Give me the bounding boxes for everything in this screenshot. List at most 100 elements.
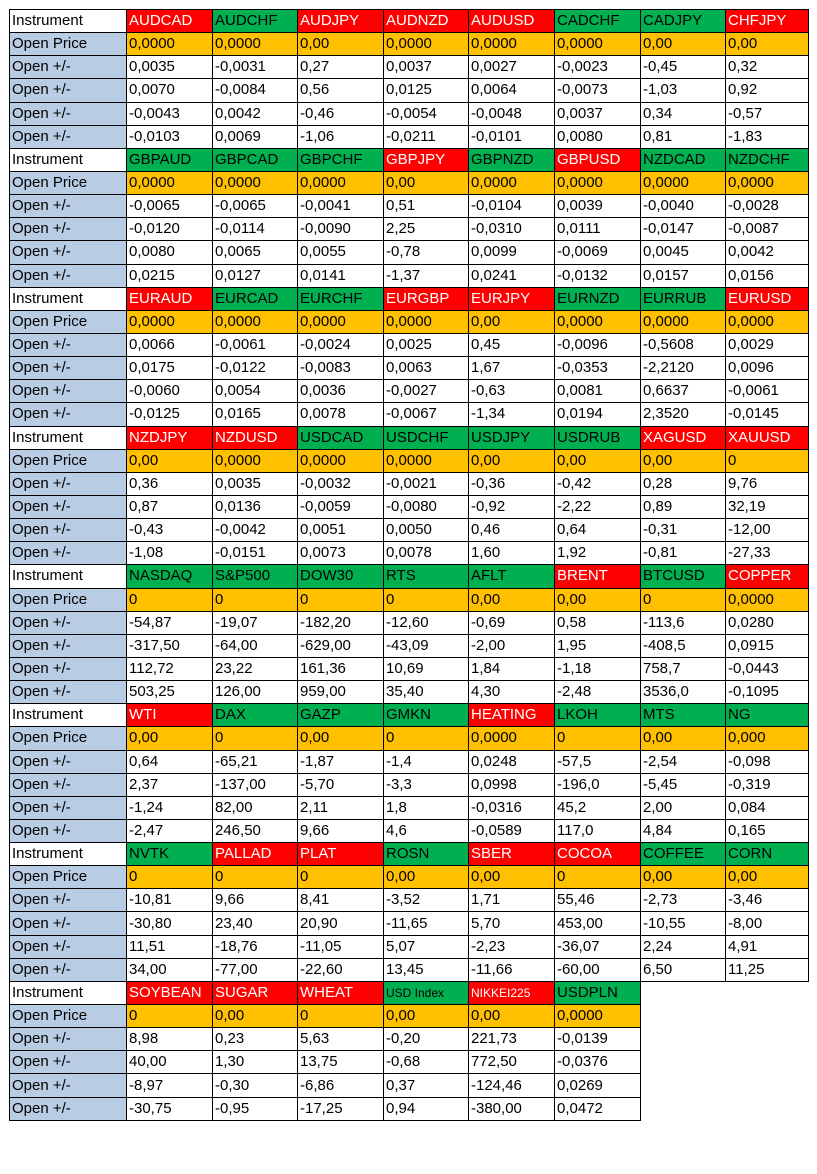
symbol-cell[interactable]: NIKKEI225 <box>468 980 555 1006</box>
open-delta-cell[interactable]: -60,00 <box>554 957 641 982</box>
open-delta-cell[interactable]: 1,67 <box>468 356 555 381</box>
open-delta-cell[interactable]: 13,75 <box>297 1050 384 1075</box>
open-delta-cell[interactable]: 2,37 <box>126 772 213 797</box>
open-price-cell[interactable]: 0,00 <box>383 1004 469 1029</box>
open-delta-cell[interactable]: 6,50 <box>640 957 726 982</box>
open-delta-cell[interactable]: -0,0048 <box>468 101 555 126</box>
open-delta-cell[interactable]: 9,66 <box>297 818 384 844</box>
open-delta-cell[interactable]: -3,52 <box>383 888 469 913</box>
open-delta-cell[interactable]: -30,75 <box>126 1096 213 1121</box>
open-delta-cell[interactable]: -0,0028 <box>725 194 809 219</box>
open-delta-cell[interactable]: 0,0157 <box>640 263 726 288</box>
open-delta-cell[interactable]: -0,0147 <box>640 217 726 242</box>
open-price-cell[interactable]: 0,0000 <box>554 170 641 196</box>
open-delta-cell[interactable]: -43,09 <box>383 633 469 658</box>
open-delta-cell[interactable]: -2,48 <box>554 680 641 705</box>
symbol-cell[interactable]: GBPUSD <box>554 147 641 172</box>
open-delta-cell[interactable]: 221,73 <box>468 1027 555 1052</box>
open-delta-cell[interactable]: -0,0122 <box>212 356 298 381</box>
open-delta-cell[interactable]: -0,0132 <box>554 263 641 288</box>
open-delta-cell[interactable]: -8,00 <box>725 911 809 936</box>
open-delta-cell[interactable]: 1,95 <box>554 633 641 658</box>
open-price-cell[interactable]: 0,00 <box>468 448 555 473</box>
open-delta-cell[interactable]: 0,0127 <box>212 263 298 288</box>
open-delta-cell[interactable]: 0,56 <box>297 78 384 103</box>
symbol-cell[interactable]: EURGBP <box>383 286 469 311</box>
open-delta-cell[interactable]: 0,37 <box>383 1073 469 1098</box>
open-delta-cell[interactable]: -0,0067 <box>383 402 469 427</box>
symbol-cell[interactable]: PALLAD <box>212 842 298 867</box>
symbol-cell[interactable]: COFFEE <box>640 842 726 867</box>
symbol-cell[interactable]: USD Index <box>383 980 469 1006</box>
open-delta-cell[interactable]: -0,0021 <box>383 471 469 496</box>
open-delta-cell[interactable]: -0,68 <box>383 1050 469 1075</box>
open-delta-cell[interactable]: -0,098 <box>725 749 809 774</box>
symbol-cell[interactable]: SUGAR <box>212 980 298 1006</box>
open-delta-cell[interactable]: -17,25 <box>297 1096 384 1121</box>
open-delta-cell[interactable]: -19,07 <box>212 610 298 635</box>
open-delta-cell[interactable]: 3536,0 <box>640 680 726 705</box>
open-delta-cell[interactable]: 0,58 <box>554 610 641 635</box>
open-delta-cell[interactable]: -57,5 <box>554 749 641 774</box>
open-delta-cell[interactable]: -380,00 <box>468 1096 555 1121</box>
symbol-cell[interactable]: WHEAT <box>297 980 384 1006</box>
open-delta-cell[interactable]: 0,0215 <box>126 263 213 288</box>
open-delta-cell[interactable]: -0,0069 <box>554 240 641 265</box>
symbol-cell[interactable]: WTI <box>126 703 213 728</box>
open-delta-cell[interactable]: 0,0050 <box>383 518 469 543</box>
open-price-cell[interactable]: 0 <box>297 865 384 890</box>
open-delta-cell[interactable]: -196,0 <box>554 772 641 797</box>
open-delta-cell[interactable]: -0,36 <box>468 471 555 496</box>
open-delta-cell[interactable]: 34,00 <box>126 957 213 982</box>
open-delta-cell[interactable]: -3,3 <box>383 772 469 797</box>
open-delta-cell[interactable]: -27,33 <box>725 541 809 566</box>
open-delta-cell[interactable]: 0,0080 <box>126 240 213 265</box>
open-delta-cell[interactable]: -0,0031 <box>212 55 298 80</box>
open-price-cell[interactable]: 0,0000 <box>297 170 384 196</box>
symbol-cell[interactable]: NG <box>725 703 809 728</box>
open-delta-cell[interactable]: 8,41 <box>297 888 384 913</box>
open-delta-cell[interactable]: 0,0045 <box>640 240 726 265</box>
open-delta-cell[interactable]: -12,00 <box>725 518 809 543</box>
open-delta-cell[interactable]: 0,0051 <box>297 518 384 543</box>
open-delta-cell[interactable]: -0,0151 <box>212 541 298 566</box>
symbol-cell[interactable]: ROSN <box>383 842 469 867</box>
open-price-cell[interactable]: 0,0000 <box>640 170 726 196</box>
symbol-cell[interactable]: MTS <box>640 703 726 728</box>
open-delta-cell[interactable]: -0,0024 <box>297 332 384 358</box>
open-delta-cell[interactable]: 4,91 <box>725 934 809 959</box>
symbol-cell[interactable]: RTS <box>383 564 469 589</box>
open-price-cell[interactable]: 0 <box>554 865 641 890</box>
open-delta-cell[interactable]: 4,30 <box>468 680 555 705</box>
open-delta-cell[interactable]: 0,45 <box>468 332 555 358</box>
open-price-cell[interactable]: 0,0000 <box>725 170 809 196</box>
open-price-cell[interactable]: 0,00 <box>126 448 213 473</box>
open-delta-cell[interactable]: -0,0065 <box>212 194 298 219</box>
open-delta-cell[interactable]: -0,31 <box>640 518 726 543</box>
open-delta-cell[interactable]: -1,87 <box>297 749 384 774</box>
open-delta-cell[interactable]: 0,0125 <box>383 78 469 103</box>
open-delta-cell[interactable]: 0,0078 <box>297 402 384 427</box>
open-price-cell[interactable]: 0 <box>126 1004 213 1029</box>
symbol-cell[interactable]: EURJPY <box>468 286 555 311</box>
open-price-cell[interactable]: 0 <box>640 587 726 612</box>
open-price-cell[interactable]: 0 <box>297 1004 384 1029</box>
open-delta-cell[interactable]: -0,0120 <box>126 217 213 242</box>
open-delta-cell[interactable]: 5,07 <box>383 934 469 959</box>
open-delta-cell[interactable]: -2,54 <box>640 749 726 774</box>
open-price-cell[interactable]: 0,0000 <box>383 448 469 473</box>
open-price-cell[interactable]: 0,0000 <box>554 1004 641 1029</box>
open-delta-cell[interactable]: 0,0036 <box>297 379 384 404</box>
open-delta-cell[interactable]: -22,60 <box>297 957 384 982</box>
open-delta-cell[interactable]: 0,0027 <box>468 55 555 80</box>
open-price-cell[interactable]: 0,00 <box>383 865 469 890</box>
open-price-cell[interactable]: 0 <box>554 726 641 751</box>
open-delta-cell[interactable]: -0,0145 <box>725 402 809 427</box>
open-price-cell[interactable]: 0,00 <box>640 448 726 473</box>
open-delta-cell[interactable]: -0,0061 <box>212 332 298 358</box>
open-delta-cell[interactable]: 0,0248 <box>468 749 555 774</box>
open-delta-cell[interactable]: -5,70 <box>297 772 384 797</box>
open-delta-cell[interactable]: -0,92 <box>468 494 555 520</box>
open-delta-cell[interactable]: 2,24 <box>640 934 726 959</box>
open-delta-cell[interactable]: -0,0041 <box>297 194 384 219</box>
